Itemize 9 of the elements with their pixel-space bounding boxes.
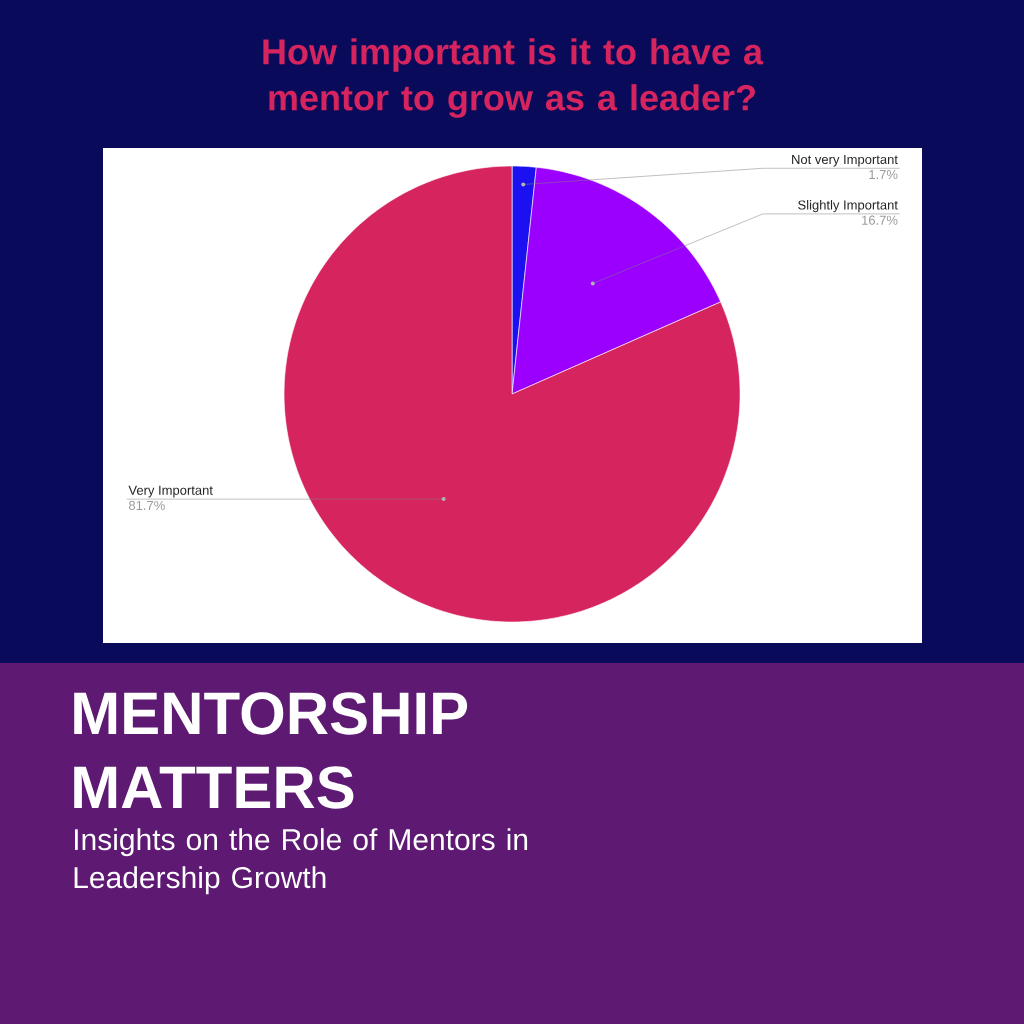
- chart-title: How important is it to have a mentor to grow as a leader?: [263, 38, 764, 118]
- data-label: 81.7%: [128, 500, 165, 511]
- slice-label: Very Important: [128, 485, 213, 498]
- data-label: 16.7%: [862, 215, 898, 225]
- text: Insights on the Role of Mentors in Leadership Growth: [74, 828, 528, 895]
- slice-label: Slightly Important: [798, 200, 898, 213]
- slice-label: Not very Important: [792, 154, 898, 167]
- data-label: 1.7%: [869, 169, 898, 180]
- text: MENTORSHIP MATTERS: [74, 692, 468, 809]
